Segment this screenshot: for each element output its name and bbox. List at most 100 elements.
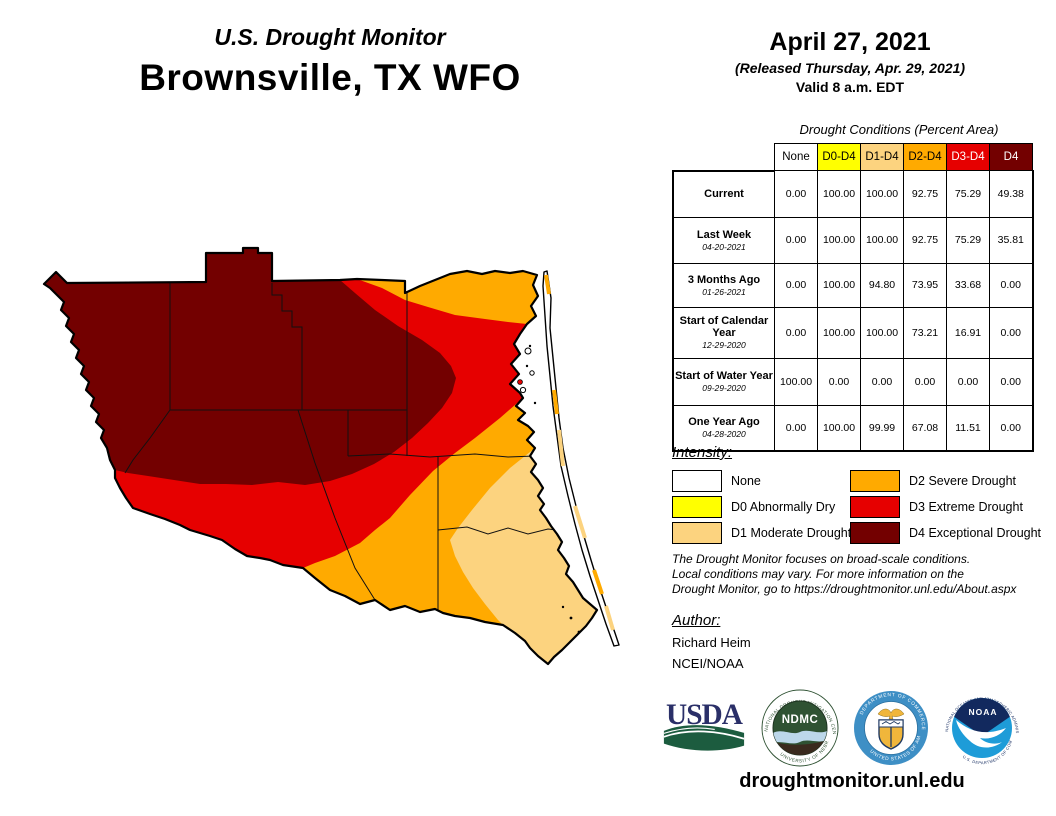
value-cell: 11.51: [946, 404, 990, 452]
column-header-d1-d4: D1-D4: [860, 143, 904, 171]
footer-url[interactable]: droughtmonitor.unl.edu: [739, 770, 965, 792]
value-cell: 99.99: [860, 404, 904, 452]
value-cell: 0.00: [989, 404, 1034, 452]
value-cell: 100.00: [817, 216, 861, 264]
value-cell: 100.00: [774, 357, 818, 406]
valid-time: Valid 8 a.m. EDT: [795, 79, 905, 95]
value-cell: 67.08: [903, 404, 947, 452]
ndmc-wordmark: NDMC: [782, 714, 819, 726]
row-date: 04-20-2021: [702, 241, 746, 252]
wfo-boundary-outline: [42, 246, 599, 666]
value-cell: 0.00: [774, 262, 818, 308]
value-cell: 0.00: [989, 357, 1034, 406]
value-cell: 100.00: [817, 262, 861, 308]
value-cell: 100.00: [860, 306, 904, 359]
value-cell: 100.00: [817, 306, 861, 359]
barrier-island: [542, 270, 620, 647]
title-block: U.S. Drought Monitor Brownsville, TX WFO: [40, 24, 620, 99]
row-date: 12-29-2020: [702, 340, 746, 350]
disclaimer-line: The Drought Monitor focuses on broad-sca…: [672, 552, 971, 566]
legend-label: D3 Extreme Drought: [909, 500, 1023, 514]
table-row: 3 Months Ago 01-26-2021 0.00 100.00 94.80 73.…: [672, 262, 1034, 308]
legend-label: D1 Moderate Drought: [731, 526, 852, 540]
value-cell: 0.00: [774, 170, 818, 218]
value-cell: 0.00: [989, 262, 1034, 308]
legend-swatch-d4: [850, 522, 900, 544]
row-label: Last Week: [696, 228, 752, 241]
row-date: 01-26-2021: [702, 286, 746, 297]
value-cell: 0.00: [946, 357, 990, 406]
value-cell: 73.21: [903, 306, 947, 359]
value-cell: 100.00: [860, 170, 904, 218]
column-header-d3-d4: D3-D4: [946, 143, 990, 171]
intensity-legend: Intensity: None D0 Abnormally Dry D1 Moder…: [672, 444, 1056, 544]
logo-row: USDA NATIONAL DROUGHT MITIGATION CENTER …: [660, 688, 1030, 770]
value-cell: 33.68: [946, 262, 990, 308]
value-cell: 75.29: [946, 216, 990, 264]
release-date: (Released Thursday, Apr. 29, 2021): [734, 60, 966, 76]
noaa-logo: NATIONAL OCEANIC AND ATMOSPHERIC ADMINIS…: [944, 690, 1020, 766]
value-cell: 0.00: [774, 216, 818, 264]
row-label: Start of Calendar Year: [679, 315, 769, 339]
legend-swatch-d0: [672, 496, 722, 518]
legend-label: None: [731, 474, 761, 488]
table-corner-cell: [673, 143, 775, 171]
legend-label: D0 Abnormally Dry: [731, 500, 836, 514]
noaa-fan-icon: [953, 698, 1011, 736]
row-label: One Year Ago: [688, 416, 760, 428]
legend-swatch-none: [672, 470, 722, 492]
map-region-d1: [450, 448, 597, 664]
legend-item-none: None: [672, 470, 761, 492]
commerce-logo: DEPARTMENT OF COMMERCE UNITED STATES OF …: [854, 691, 928, 765]
legend-item-d0: D0 Abnormally Dry: [672, 496, 835, 518]
drought-map: [30, 238, 650, 718]
table-row: Start of Water Year 09-29-2020 100.00 0.00 0…: [672, 357, 1034, 406]
legend-label: D2 Severe Drought: [909, 474, 1017, 488]
row-label: Start of Water Year: [675, 370, 773, 382]
value-cell: 0.00: [774, 306, 818, 359]
disclaimer-text: The Drought Monitor focuses on broad-sca…: [672, 552, 1016, 597]
table-row: Start of Calendar Year 12-29-2020 0.00 100.…: [672, 306, 1034, 359]
author-org: NCEI/NOAA: [672, 656, 744, 671]
column-header-d4: D4: [989, 143, 1033, 171]
region-title: Brownsville, TX WFO: [139, 57, 521, 98]
value-cell: 75.29: [946, 170, 990, 218]
noaa-seagull-icon: [956, 720, 1006, 748]
value-cell: 16.91: [946, 306, 990, 359]
column-header-d2-d4: D2-D4: [903, 143, 947, 171]
legend-item-d3: D3 Extreme Drought: [850, 496, 1023, 518]
value-cell: 73.95: [903, 262, 947, 308]
legend-item-d4: D4 Exceptional Drought: [850, 522, 1041, 544]
doc-eagle-icon: [877, 708, 905, 720]
table-row: Current 0.00 100.00 100.00 92.75 75.29 49.38: [672, 169, 1034, 218]
value-cell: 49.38: [989, 170, 1034, 218]
value-cell: 0.00: [860, 357, 904, 406]
disclaimer-url-line: Drought Monitor, go to https://droughtmo…: [672, 582, 1017, 596]
value-cell: 92.75: [903, 216, 947, 264]
legend-swatch-d1: [672, 522, 722, 544]
row-date: 09-29-2020: [702, 383, 746, 393]
legend-label: D4 Exceptional Drought: [909, 526, 1042, 540]
map-date: April 27, 2021: [769, 28, 931, 56]
value-cell: 92.75: [903, 170, 947, 218]
noaa-wordmark: NOAA: [968, 707, 997, 717]
date-block: April 27, 2021 (Released Thursday, Apr. …: [672, 28, 1028, 95]
author-title: Author:: [672, 612, 721, 629]
author-block: Author: Richard Heim NCEI/NOAA: [672, 612, 751, 671]
value-cell: 94.80: [860, 262, 904, 308]
row-date: 04-28-2020: [702, 429, 746, 439]
usdm-title: U.S. Drought Monitor: [214, 24, 446, 50]
value-cell: 0.00: [903, 357, 947, 406]
row-label: 3 Months Ago: [687, 273, 761, 286]
value-cell: 0.00: [989, 306, 1034, 359]
usda-logo: USDA: [663, 699, 745, 751]
value-cell: 35.81: [989, 216, 1034, 264]
legend-item-d1: D1 Moderate Drought: [672, 522, 851, 544]
legend-swatch-d2: [850, 470, 900, 492]
lagoon-islets: [517, 344, 581, 634]
map-region-d4: [44, 248, 456, 485]
value-cell: 0.00: [817, 357, 861, 406]
author-name: Richard Heim: [672, 635, 751, 650]
ndmc-river-icon: [773, 730, 827, 744]
table-row: Last Week 04-20-2021 0.00 100.00 100.00 92.75…: [672, 216, 1034, 264]
